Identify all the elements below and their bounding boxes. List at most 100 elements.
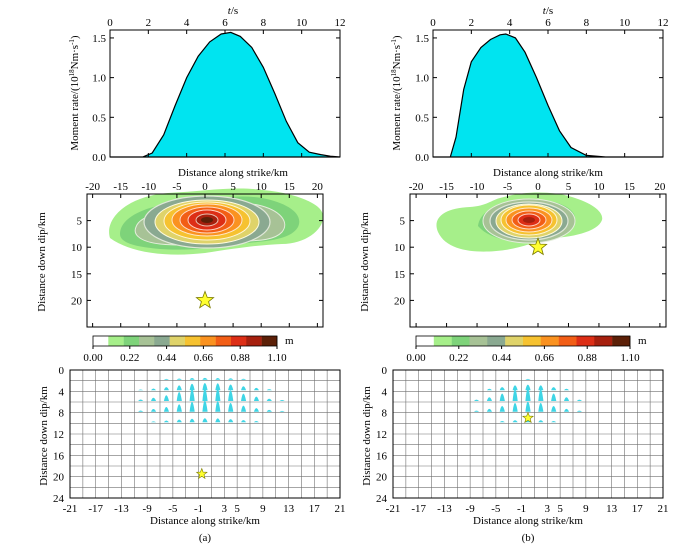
subfault-stf: [253, 396, 259, 401]
slip-x-tick-label: 10: [593, 181, 605, 193]
grid-x-tick-label: 9: [583, 503, 589, 515]
subfault-stf: [189, 378, 195, 380]
grid-b-lines: [393, 370, 663, 498]
subfault-stf: [241, 393, 247, 401]
subfault-stf: [525, 384, 531, 391]
subfault-stf: [564, 388, 570, 391]
stf-panel-b: 0 2 4 6 8 10 12 0.0 0.5 1.0 1.5 t/s Moment rate/(1…: [390, 5, 669, 179]
subfault-stf: [499, 420, 505, 423]
grid-x-tick-label: 5: [557, 503, 563, 515]
subfault-stf: [228, 378, 234, 380]
stf-y-tick-label: 1.0: [415, 73, 429, 85]
slip-y-tick-label: 10: [71, 242, 83, 254]
subfault-stf: [512, 420, 518, 423]
subfault-stf: [525, 401, 531, 412]
slip-x-tick-label: 15: [284, 181, 296, 193]
subfault-stf: [512, 389, 518, 401]
subfault-stf: [486, 388, 492, 391]
grid-x-tick-label: 9: [260, 503, 266, 515]
colorbar-swatch: [246, 336, 262, 346]
subfault-stf: [551, 406, 557, 412]
slip-b-ylabel: Distance down dip/km: [359, 212, 371, 312]
slip-x-tick-label: 15: [624, 181, 636, 193]
subfault-stf: [215, 418, 221, 423]
grid-x-tick-label: -13: [114, 503, 129, 515]
stf-x-tick-label: 2: [469, 17, 475, 29]
colorbar-a: 0.00 0.22 0.44 0.66 0.88 1.10: [83, 335, 287, 364]
hypocenter-star-icon: [521, 411, 535, 424]
subfault-stf: [564, 408, 570, 412]
stf-x-tick-label: 10: [296, 17, 308, 29]
subfault-stf: [151, 421, 157, 423]
stf-b-area: [433, 33, 663, 158]
subfault-stf: [499, 393, 505, 401]
subfault-stf: [499, 406, 505, 412]
colorbar-swatch: [416, 336, 435, 346]
colorbar-swatch: [231, 336, 247, 346]
subfault-stf: [215, 401, 221, 412]
slip-panel-b: -20 -15 -10 -5 0 5 10 15 20 5 10 15 20 Distance down…: [359, 181, 667, 328]
colorbar-tick-label: 0.88: [231, 352, 251, 364]
colorbar-swatch: [540, 336, 559, 346]
grid-b-xlabel: Distance along strike/km: [473, 515, 583, 527]
colorbar-swatch: [261, 336, 278, 346]
colorbar-frame: [92, 335, 278, 347]
grid-y-tick-label: 24: [53, 493, 65, 505]
grid-y-tick-label: 0: [382, 365, 388, 377]
slip-y-tick-label: 15: [71, 269, 83, 281]
subfault-stf: [253, 421, 259, 423]
subfault-stf: [551, 387, 557, 391]
stf-x-tick-label: 0: [107, 17, 113, 29]
subfault-stf: [525, 378, 531, 380]
subfault-stf: [202, 418, 208, 423]
colorbar-swatch: [594, 336, 613, 346]
subfault-stf: [253, 387, 259, 391]
grid-x-tick-label: -17: [411, 503, 426, 515]
subfault-stf: [551, 420, 557, 423]
subfault-stf: [202, 400, 208, 412]
subfault-stf: [253, 408, 259, 412]
colorbar-swatch: [469, 336, 488, 346]
stf-x-tick-label: 4: [507, 17, 513, 29]
colorbar-tick-label: 0.44: [157, 352, 177, 364]
colorbar-tick-label: 1.10: [620, 352, 640, 364]
colorbar-swatch: [505, 336, 524, 346]
slip-x-tick-label: -15: [439, 181, 454, 193]
subfault-stf: [474, 399, 480, 401]
subfault-stf: [163, 395, 169, 401]
subfault-stf: [176, 378, 182, 380]
slip-x-tick-label: -10: [470, 181, 485, 193]
subfault-stf: [138, 389, 144, 391]
slip-b-strike-label: Distance along strike/km: [493, 167, 603, 179]
colorbar-swatch: [200, 336, 216, 346]
slip-y-tick-label: 5: [400, 216, 406, 228]
slip-y-tick-label: 15: [394, 269, 406, 281]
stf-y-tick-label: 0.0: [92, 152, 106, 164]
slip-x-tick-label: 20: [312, 181, 324, 193]
colorbar-swatch: [108, 336, 124, 346]
grid-x-tick-label: 17: [309, 503, 321, 515]
stf-a-time-label: t/s: [228, 5, 238, 17]
stf-y-tick-label: 1.5: [415, 33, 429, 45]
stf-y-tick-label: 1.0: [92, 73, 106, 85]
subfault-stf: [279, 400, 285, 401]
subfault-stf: [266, 389, 272, 391]
colorbar-swatch: [487, 336, 506, 346]
colorbar-tick-label: 0.00: [406, 352, 426, 364]
grid-x-tick-label: 5: [234, 503, 240, 515]
colorbar-swatch: [523, 336, 542, 346]
slip-y-tick-label: 20: [394, 295, 406, 307]
slip-x-tick-label: 5: [566, 181, 572, 193]
grid-x-tick-label: 21: [335, 503, 346, 515]
subfault-stf: [138, 410, 144, 412]
subfault-stf: [512, 385, 518, 391]
grid-y-tick-label: 0: [59, 365, 65, 377]
subfault-stf: [138, 399, 144, 401]
slip-x-tick-label: -5: [503, 181, 513, 193]
grid-y-tick-label: 4: [59, 386, 65, 398]
stf-x-tick-label: 6: [222, 17, 228, 29]
subfault-stf: [266, 409, 272, 412]
